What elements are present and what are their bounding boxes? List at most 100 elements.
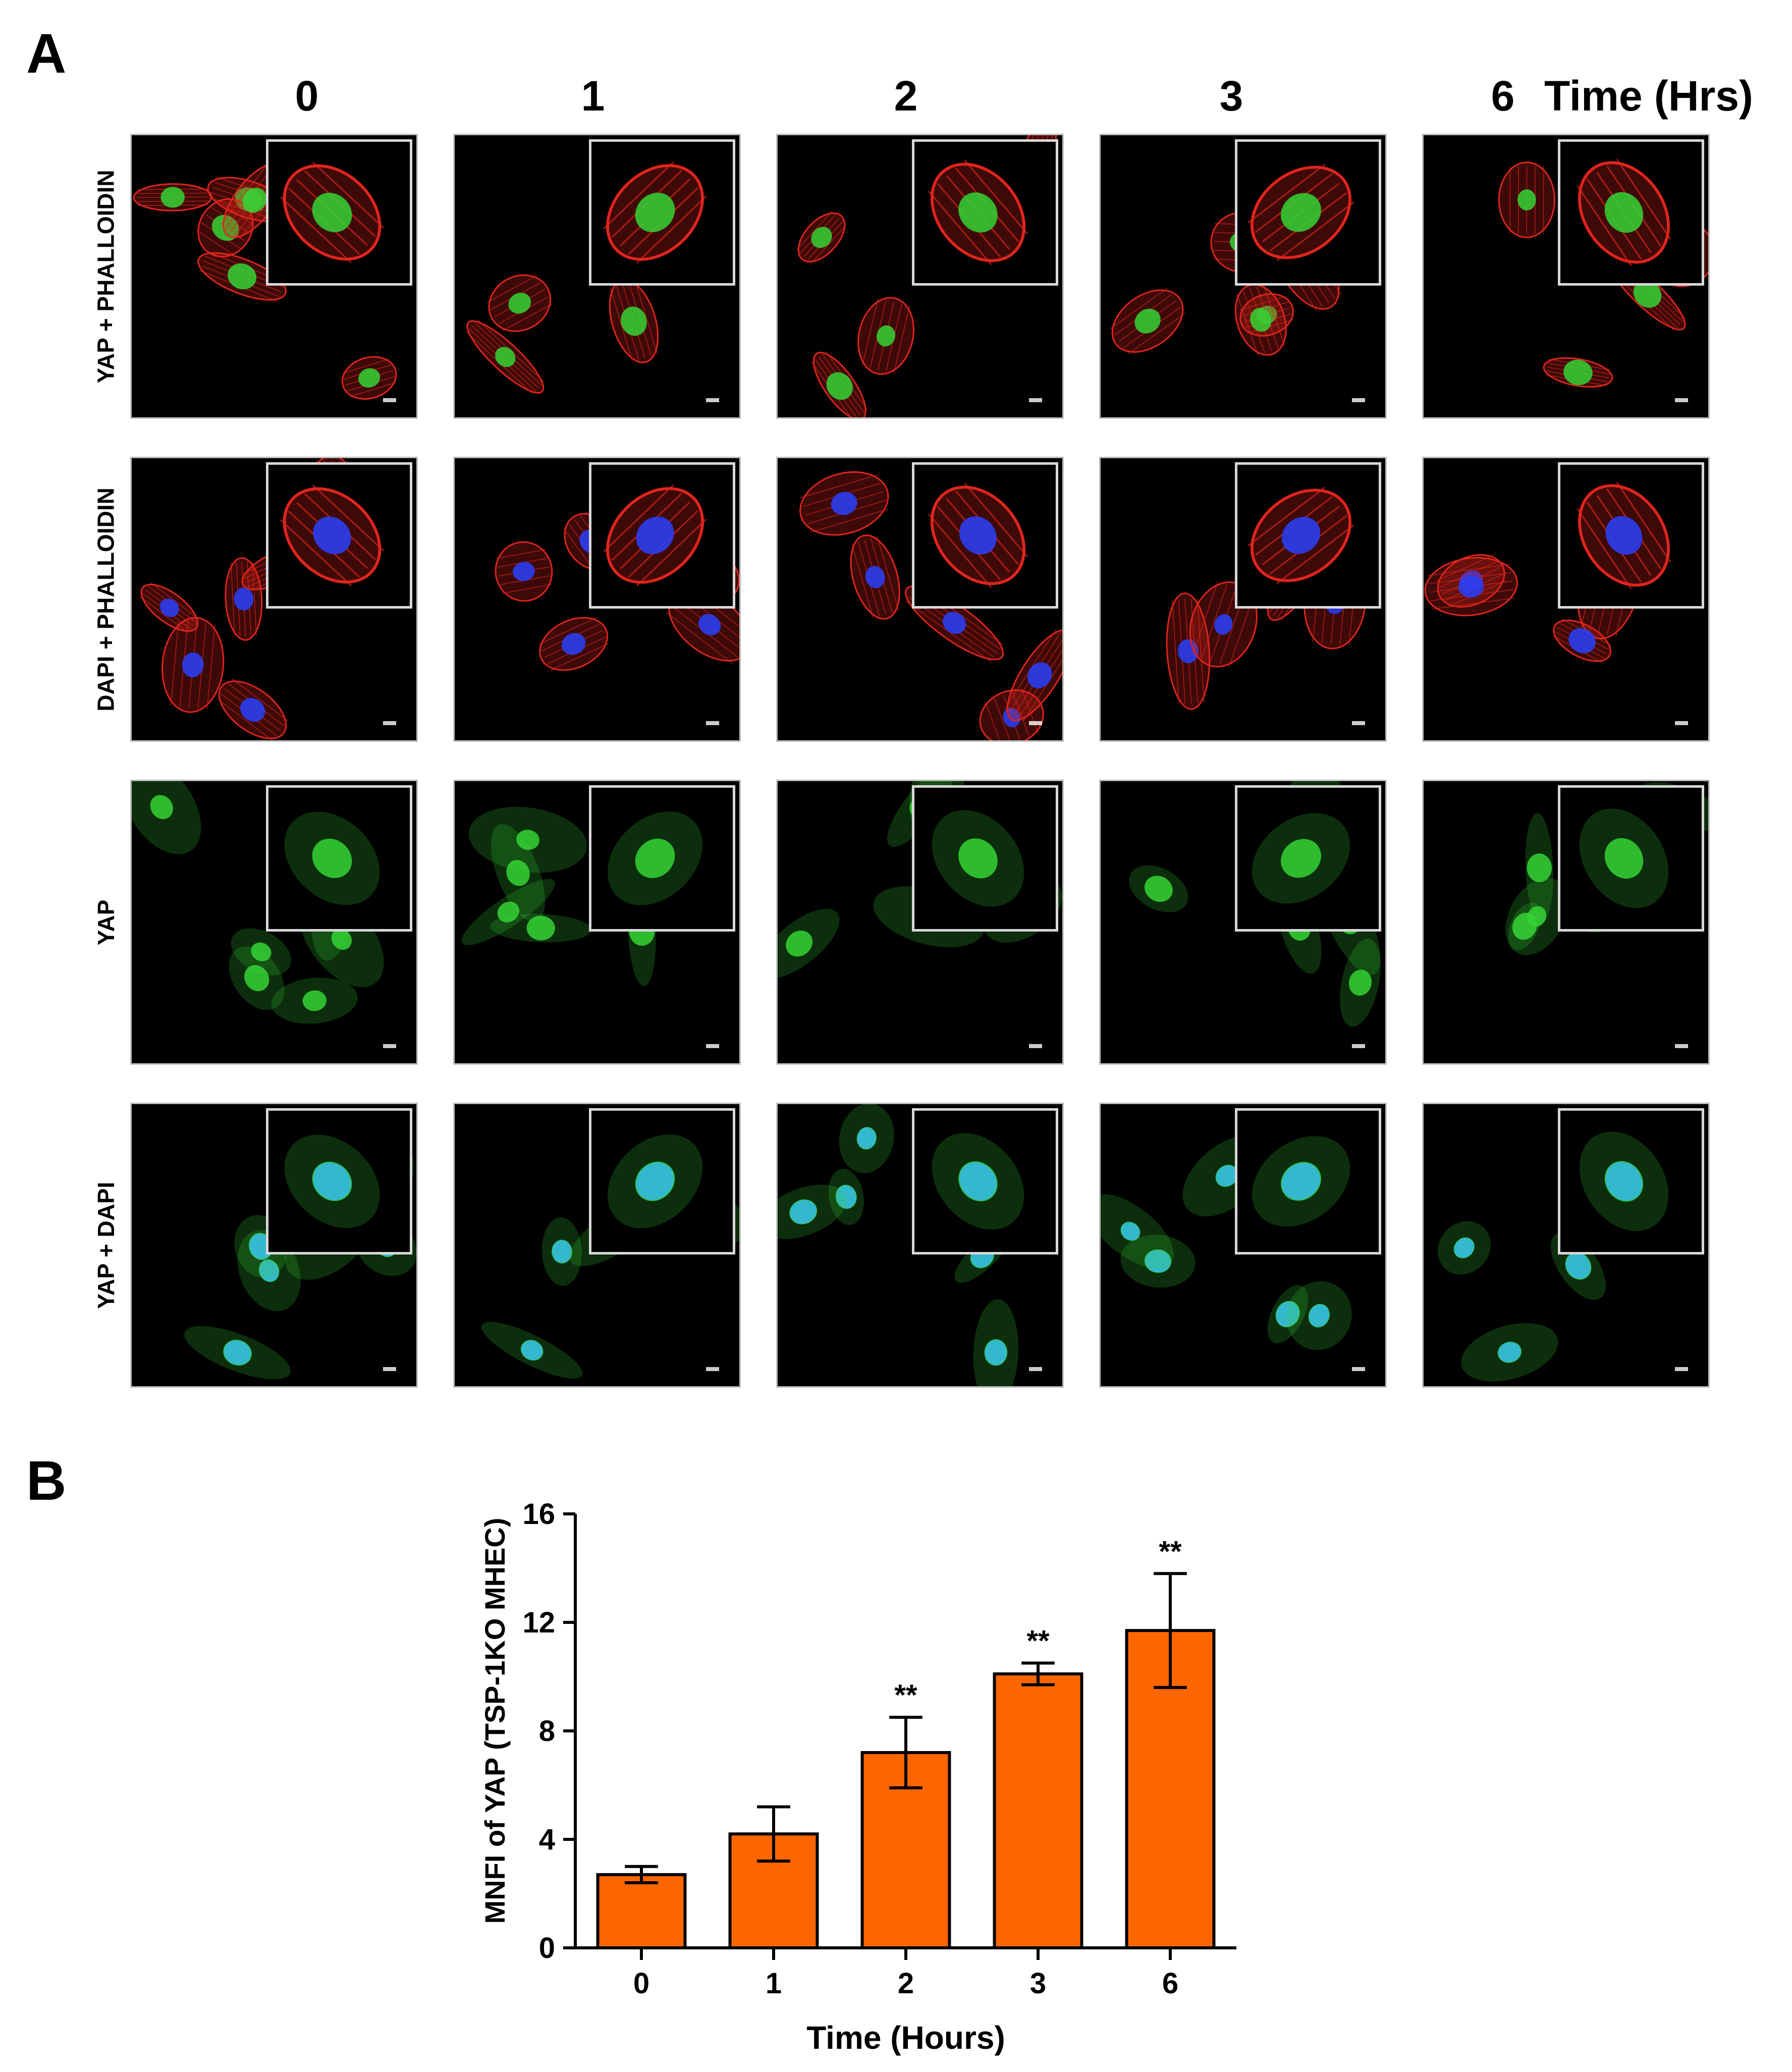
scale-bar — [706, 721, 719, 725]
zoom-inset-image — [603, 161, 707, 264]
zoom-inset — [1558, 1108, 1704, 1255]
zoom-inset — [1558, 785, 1704, 932]
micrograph-yap-dapi-t3 — [1099, 1103, 1387, 1388]
x-tick-label: 3 — [1030, 1967, 1046, 2000]
y-tick-label: 8 — [539, 1715, 555, 1748]
zoom-inset-image — [280, 484, 385, 586]
micrograph-dapi-phalloidin-t1 — [453, 457, 741, 742]
zoom-inset-image — [284, 811, 380, 905]
zoom-inset — [1558, 462, 1704, 609]
scale-bar — [1352, 1044, 1365, 1048]
y-axis-title: MNFI of YAP (TSP-1KO MHEC) — [479, 1518, 511, 1924]
micrograph-image — [132, 781, 384, 1024]
y-tick-label: 0 — [539, 1932, 555, 1965]
zoom-inset-image — [603, 484, 707, 587]
zoom-inset — [266, 1108, 412, 1255]
zoom-inset-image — [280, 161, 385, 263]
significance-label: ** — [894, 1679, 917, 1712]
x-tick-label: 1 — [766, 1967, 782, 2000]
zoom-inset-image — [932, 1133, 1024, 1230]
zoom-inset — [266, 139, 412, 286]
zoom-inset — [266, 462, 412, 609]
panel-b-label: B — [26, 1450, 67, 1512]
x-tick-label: 6 — [1162, 1967, 1178, 2000]
x-tick-label: 0 — [633, 1967, 649, 2000]
column-header-0h: 0 — [295, 72, 319, 120]
zoom-inset-image — [1252, 813, 1350, 904]
scale-bar — [1029, 398, 1042, 402]
micrograph-yap-phalloidin-t2 — [776, 134, 1064, 419]
zoom-inset-image — [1247, 486, 1354, 584]
zoom-inset-image — [1579, 1131, 1669, 1231]
scale-bar — [383, 721, 396, 725]
micrograph-dapi-phalloidin-t0 — [130, 457, 418, 742]
zoom-inset-image — [607, 811, 703, 905]
zoom-inset — [1235, 462, 1381, 609]
y-tick-label: 4 — [539, 1823, 555, 1856]
zoom-inset — [1235, 1108, 1381, 1255]
micrograph-yap-t2 — [776, 780, 1064, 1065]
zoom-inset — [589, 139, 735, 286]
scale-bar — [1029, 1367, 1042, 1371]
column-header-1h: 1 — [581, 72, 605, 120]
zoom-inset — [266, 785, 412, 932]
zoom-inset — [1235, 785, 1381, 932]
scale-bar — [1675, 1367, 1688, 1371]
zoom-inset — [1558, 139, 1704, 286]
micrograph-yap-t0 — [130, 780, 418, 1065]
micrograph-dapi-phalloidin-t2 — [776, 457, 1064, 742]
zoom-inset-image — [928, 482, 1028, 588]
zoom-inset-image — [1577, 481, 1671, 589]
zoom-inset — [912, 462, 1058, 609]
significance-label: ** — [1159, 1535, 1182, 1568]
scale-bar — [1675, 398, 1688, 402]
zoom-inset-image — [1247, 163, 1354, 261]
x-axis-title: Time (Hours) — [806, 2020, 1005, 2056]
micrograph-yap-phalloidin-t6 — [1422, 134, 1710, 419]
micrograph-yap-dapi-t6 — [1422, 1103, 1710, 1388]
micrograph-yap-t6 — [1422, 780, 1710, 1065]
scale-bar — [1675, 721, 1688, 725]
scale-bar — [383, 1367, 396, 1371]
scale-bar — [706, 1367, 719, 1371]
micrograph-yap-dapi-t0 — [130, 1103, 418, 1388]
column-header-6h: 6 — [1491, 72, 1515, 120]
y-tick-label: 16 — [522, 1498, 555, 1531]
scale-bar — [383, 398, 396, 402]
scale-bar — [1352, 1367, 1365, 1371]
micrograph-dapi-phalloidin-t3 — [1099, 457, 1387, 742]
zoom-inset-image — [1252, 1136, 1350, 1227]
panel-a-label: A — [26, 23, 67, 85]
zoom-inset — [1235, 139, 1381, 286]
zoom-inset — [589, 785, 735, 932]
scale-bar — [383, 1044, 396, 1048]
column-header-3h: 3 — [1219, 72, 1243, 120]
micrograph-yap-dapi-t1 — [453, 1103, 741, 1388]
significance-label: ** — [1026, 1625, 1050, 1658]
zoom-inset-image — [1577, 158, 1671, 266]
scale-bar — [706, 1044, 719, 1048]
micrograph-yap-phalloidin-t1 — [453, 134, 741, 419]
zoom-inset — [912, 139, 1058, 286]
zoom-inset-image — [1579, 808, 1669, 908]
column-header-2h: 2 — [894, 72, 918, 120]
y-tick-label: 12 — [522, 1606, 555, 1639]
scale-bar — [1029, 1044, 1042, 1048]
zoom-inset-image — [932, 810, 1024, 907]
zoom-inset — [912, 785, 1058, 932]
micrograph-image — [778, 1104, 1019, 1386]
micrograph-yap-t3 — [1099, 780, 1387, 1065]
zoom-inset — [912, 1108, 1058, 1255]
micrograph-dapi-phalloidin-t6 — [1422, 457, 1710, 742]
scale-bar — [1029, 721, 1042, 725]
zoom-inset-image — [284, 1134, 380, 1228]
scale-bar — [706, 398, 719, 402]
bar-0 — [596, 1873, 687, 1949]
scale-bar — [1352, 721, 1365, 725]
scale-bar — [1675, 1044, 1688, 1048]
scale-bar — [1352, 398, 1365, 402]
micrograph-yap-dapi-t2 — [776, 1103, 1064, 1388]
time-axis-label: Time (Hrs) — [1544, 72, 1753, 120]
zoom-inset — [589, 462, 735, 609]
